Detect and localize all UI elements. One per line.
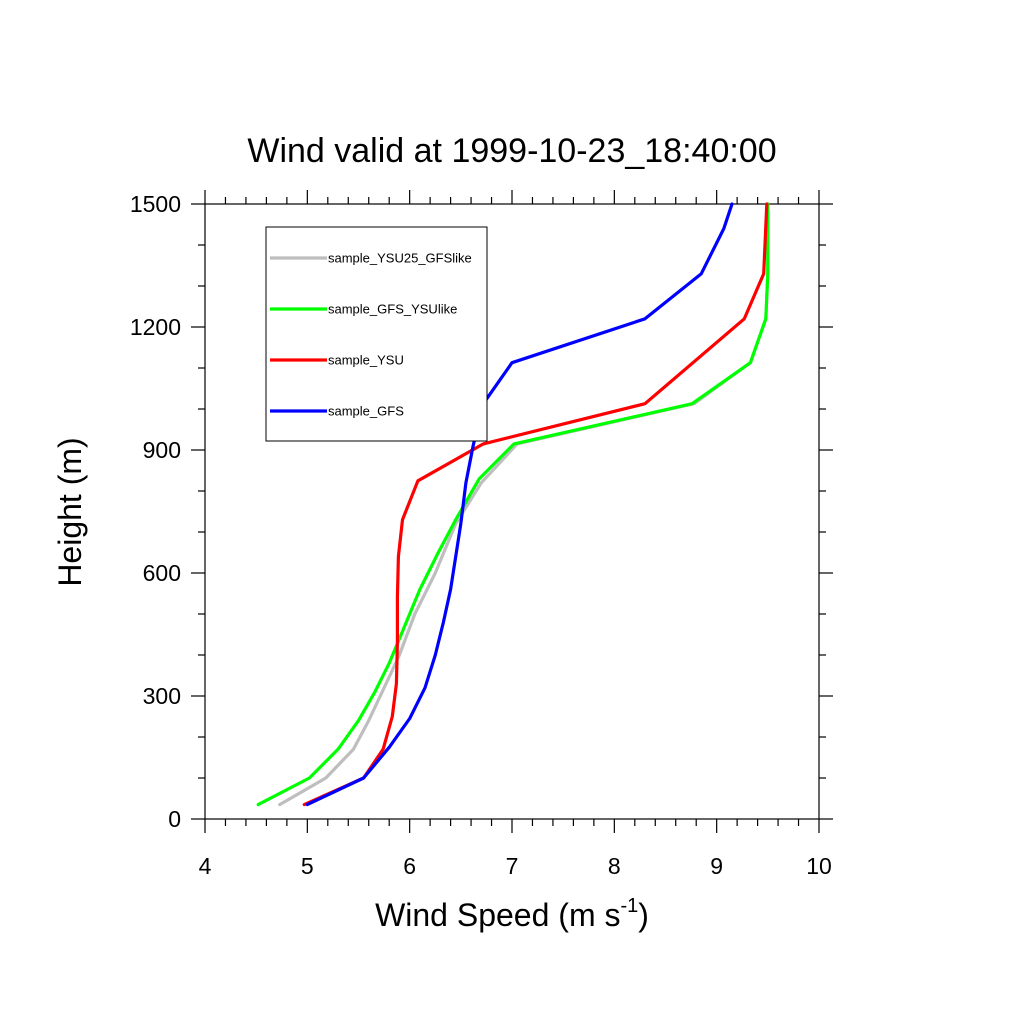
x-tick-label: 9	[710, 853, 723, 879]
legend-label: sample_YSU	[328, 353, 404, 368]
legend-label: sample_YSU25_GFSlike	[328, 251, 472, 266]
y-tick-labels: 0 300 600 900 1200 1500	[130, 191, 181, 832]
y-tick-label: 0	[168, 806, 181, 832]
legend-label: sample_GFS_YSUlike	[328, 302, 457, 317]
x-tick-label: 5	[301, 853, 314, 879]
x-tick-label: 4	[199, 853, 212, 879]
y-axis-label: Height (m)	[52, 437, 88, 586]
y-tick-label: 300	[143, 683, 181, 709]
legend-label: sample_GFS	[328, 404, 404, 419]
x-tick-label: 10	[806, 853, 832, 879]
series-line-sample_YSU	[302, 202, 769, 807]
x-tick-label: 7	[506, 853, 519, 879]
x-axis-label-superscript: -1	[620, 895, 638, 917]
legend-items: sample_YSU25_GFSlike sample_GFS_YSUlikesa…	[270, 251, 472, 419]
axis-ticks	[191, 190, 833, 833]
series-line-sample_GFS_YSUlike	[256, 202, 770, 807]
y-tick-label: 1200	[130, 314, 181, 340]
x-tick-labels: 4 5 6 7 8 9 10	[199, 853, 832, 879]
y-tick-label: 600	[143, 560, 181, 586]
y-tick-label: 1500	[130, 191, 181, 217]
x-axis-label-close: )	[638, 897, 649, 933]
legend-box	[265, 226, 488, 442]
x-axis-label-main: Wind Speed (m s	[375, 897, 620, 933]
chart-title: Wind valid at 1999-10-23_18:40:00	[247, 132, 776, 170]
series-lines	[256, 202, 770, 807]
x-axis-label: Wind Speed (m s-1)	[375, 895, 649, 933]
series-line-sample_GFS	[305, 202, 734, 807]
x-tick-label: 8	[608, 853, 621, 879]
y-tick-label: 900	[143, 437, 181, 463]
legend: sample_YSU25_GFSlike sample_GFS_YSUlikesa…	[265, 226, 488, 442]
x-tick-label: 6	[403, 853, 416, 879]
